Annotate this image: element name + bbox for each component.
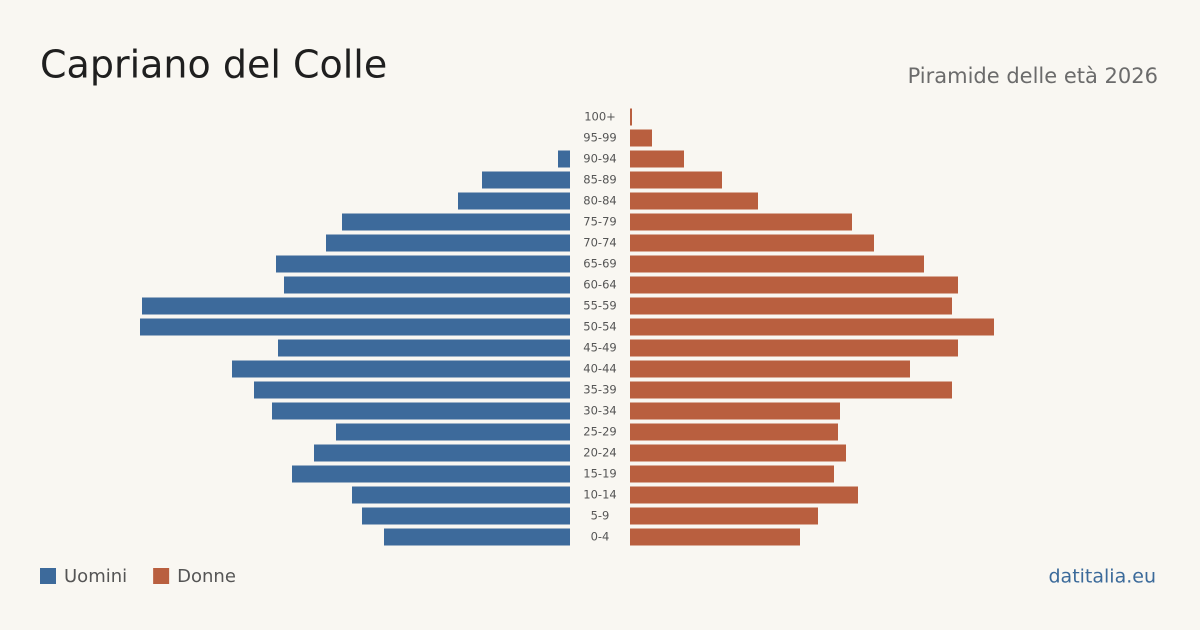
bar: [630, 192, 758, 210]
bar: [630, 381, 952, 399]
age-label: 100+: [584, 110, 616, 124]
bar: [336, 423, 570, 441]
bar: [630, 507, 818, 525]
bar: [284, 276, 570, 294]
legend-label: Donne: [177, 566, 236, 587]
bar: [630, 171, 722, 189]
legend-swatch: [153, 568, 170, 584]
bar: [630, 444, 846, 462]
bar: [630, 318, 994, 336]
bar: [482, 171, 570, 189]
age-label: 5-9: [591, 509, 610, 523]
bar: [630, 360, 910, 378]
age-label: 65-69: [583, 257, 616, 271]
age-label: 30-34: [583, 404, 616, 418]
chart-title: Capriano del Colle: [40, 43, 387, 87]
bar: [630, 255, 924, 273]
age-label: 95-99: [583, 131, 616, 145]
bar: [326, 234, 570, 252]
bar: [630, 213, 852, 231]
age-label: 15-19: [583, 467, 616, 481]
age-label: 60-64: [583, 278, 616, 292]
age-label: 25-29: [583, 425, 616, 439]
bar: [314, 444, 570, 462]
age-label: 90-94: [583, 152, 616, 166]
age-label: 85-89: [583, 173, 616, 187]
bar: [558, 150, 570, 168]
bar: [630, 276, 958, 294]
age-label: 80-84: [583, 194, 616, 208]
bar: [630, 234, 874, 252]
bar: [630, 528, 800, 546]
bar: [384, 528, 570, 546]
age-label: 75-79: [583, 215, 616, 229]
legend-label: Uomini: [64, 566, 127, 587]
bar: [140, 318, 570, 336]
bar: [630, 423, 838, 441]
bar: [630, 486, 858, 504]
legend-swatch: [40, 568, 56, 584]
chart-subtitle: Piramide delle età 2026: [908, 64, 1158, 88]
bar: [630, 339, 958, 357]
age-label: 35-39: [583, 383, 616, 397]
bar: [630, 129, 652, 147]
bar: [458, 192, 570, 210]
bar: [342, 213, 570, 231]
bar: [630, 465, 834, 483]
bar: [630, 150, 684, 168]
bar: [278, 339, 570, 357]
bar: [254, 381, 570, 399]
bar: [292, 465, 570, 483]
age-label: 55-59: [583, 299, 616, 313]
bar: [362, 507, 570, 525]
bar: [630, 402, 840, 420]
bar: [276, 255, 570, 273]
bar: [630, 297, 952, 315]
age-label: 10-14: [583, 488, 616, 502]
age-label: 20-24: [583, 446, 616, 460]
age-label: 0-4: [591, 530, 610, 544]
bar: [630, 108, 632, 126]
bar: [142, 297, 570, 315]
age-label: 45-49: [583, 341, 616, 355]
age-label: 50-54: [583, 320, 616, 334]
bar: [232, 360, 570, 378]
bar: [272, 402, 570, 420]
bar: [352, 486, 570, 504]
source[interactable]: datitalia.eu: [1049, 566, 1157, 588]
age-label: 40-44: [583, 362, 616, 376]
age-label: 70-74: [583, 236, 616, 250]
